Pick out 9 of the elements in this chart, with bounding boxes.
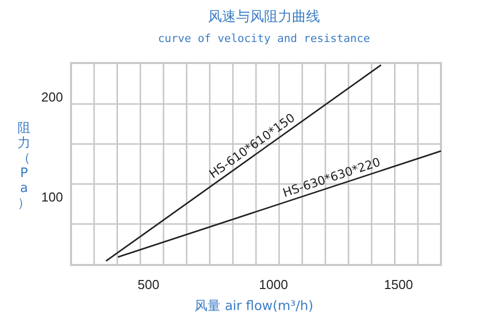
y-axis-title: 阻力（Pa） [18, 121, 30, 211]
x-axis-title: 风量 air flow(m³/h) [194, 299, 314, 314]
chart-subtitle: curve of velocity and resistance [158, 32, 370, 45]
chart-title: 风速与风阻力曲线 [208, 9, 320, 25]
y-tick-label: 100 [41, 190, 63, 205]
x-tick-label: 500 [138, 277, 160, 292]
x-tick-label: 1500 [384, 277, 413, 292]
x-tick-label: 1000 [259, 277, 288, 292]
y-tick-label: 200 [41, 90, 63, 105]
